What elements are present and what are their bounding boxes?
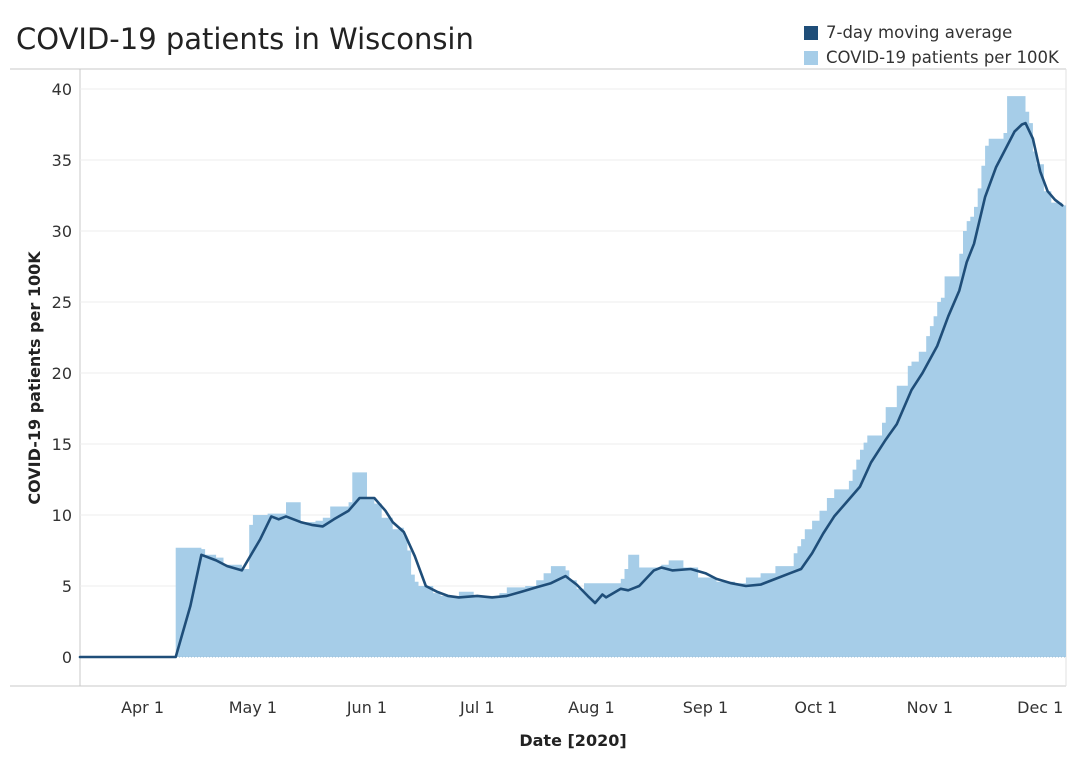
x-tick-label-jul-1: Jul 1 [459,698,495,717]
x-tick-label-oct-1: Oct 1 [794,698,837,717]
area-layer [80,96,1066,658]
y-axis-title: COVID-19 patients per 100K [25,251,44,505]
legend-label-patients-per-100k: COVID-19 patients per 100K [826,48,1059,67]
legend-swatch-patients-per-100k [804,50,818,65]
y-tick-label-30: 30 [52,222,72,241]
y-tick-label-15: 15 [52,435,72,454]
legend-label-moving-average: 7-day moving average [826,23,1013,42]
line-7-day-moving-average [78,121,1064,659]
area-patients-per-100k [80,96,1066,658]
x-tick-label-dec-1: Dec 1 [1017,698,1063,717]
legend-item-moving-average[interactable]: 7-day moving average [804,20,1059,45]
y-axis-ticks: 0 5 10 15 20 25 30 35 40 [52,80,72,667]
x-tick-label-may-1: May 1 [229,698,277,717]
x-axis-ticks: Apr 1 May 1 Jun 1 Jul 1 Aug 1 Sep 1 Oct 1 Nov 1… [121,698,1063,717]
line-layer [78,121,1064,659]
legend-swatch-moving-average [804,25,818,40]
y-tick-label-20: 20 [52,364,72,383]
x-tick-label-nov-1: Nov 1 [907,698,954,717]
x-tick-label-apr-1: Apr 1 [121,698,164,717]
y-tick-label-5: 5 [62,577,72,596]
x-tick-label-aug-1: Aug 1 [568,698,615,717]
y-tick-label-25: 25 [52,293,72,312]
y-tick-label-35: 35 [52,151,72,170]
x-tick-label-jun-1: Jun 1 [346,698,387,717]
y-tick-label-0: 0 [62,648,72,667]
chart-title: COVID-19 patients in Wisconsin [16,22,474,56]
x-tick-label-sep-1: Sep 1 [683,698,728,717]
legend: 7-day moving average COVID-19 patients p… [804,20,1059,70]
x-axis-title: Date [2020] [519,731,626,750]
y-tick-label-10: 10 [52,506,72,525]
legend-item-patients-per-100k[interactable]: COVID-19 patients per 100K [804,45,1059,70]
y-tick-label-40: 40 [52,80,72,99]
